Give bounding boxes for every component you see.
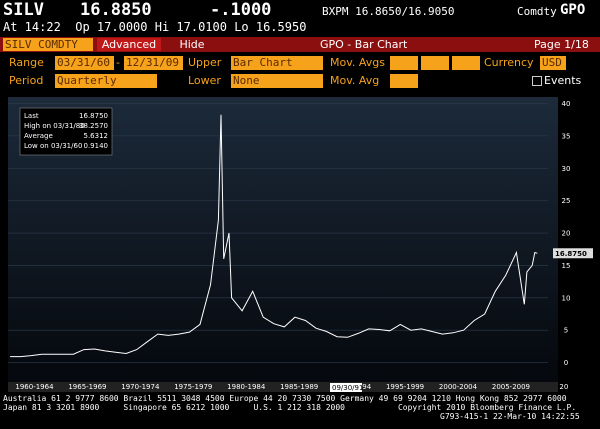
label: Mov. Avg xyxy=(330,74,380,87)
x-tick-label: 1965-1969 xyxy=(68,383,106,391)
y-tick-label: 30 xyxy=(562,165,571,173)
footer: Japan 81 3 3201 8900 Singapore 65 6212 1… xyxy=(3,403,577,412)
price-tag-box xyxy=(553,248,593,259)
label: Period xyxy=(9,74,44,87)
period[interactable]: Quarterly xyxy=(55,74,157,88)
y-tick-label: 20 xyxy=(562,230,571,238)
y-tick-label: 40 xyxy=(562,100,571,108)
legend-value: 38.2570 xyxy=(79,122,108,130)
lower[interactable]: None xyxy=(231,74,323,88)
legend-label: Last xyxy=(24,112,39,120)
legend-label: Low on 03/31/60 xyxy=(24,142,82,150)
chart: 0 5 10 15 20 25 30 35 40 1960-1964 1965-1969 1970-1… xyxy=(8,97,593,392)
x-tick-label: 1960-1964 xyxy=(15,383,54,391)
range-end[interactable]: 12/31/09 xyxy=(124,56,183,70)
toolbar-title: GPO - Bar Chart xyxy=(320,38,408,51)
ticker: SILV xyxy=(3,0,44,20)
x-tick-label: 1995-1999 xyxy=(386,383,424,391)
price-tag: 16.8750 xyxy=(555,250,587,258)
y-tick-label: 10 xyxy=(562,294,571,302)
price: 16.8850 xyxy=(80,0,152,20)
events-checkbox[interactable] xyxy=(532,76,542,86)
y-tick-label: 5 xyxy=(564,327,568,335)
quote-line: At 14:22 Op 17.0000 Hi 17.0100 Lo 16.595… xyxy=(3,20,307,34)
mov-avg-field[interactable] xyxy=(452,56,480,70)
y-tick-label: 15 xyxy=(562,262,571,270)
cursor-box xyxy=(330,383,362,392)
legend-label: Average xyxy=(24,132,53,140)
x-tick-label: 2005-2009 xyxy=(492,383,530,391)
x-tick-label: 1980-1984 xyxy=(227,383,266,391)
y-tick-label: 25 xyxy=(562,197,571,205)
label: Currency xyxy=(484,56,534,69)
footer: G793-415-1 22-Mar-10 14:22:55 xyxy=(440,412,580,421)
source: Comdty xyxy=(517,5,557,18)
y-tick-label: 0 xyxy=(564,359,568,367)
label: - xyxy=(116,56,120,69)
x-tick-label: 2000-2004 xyxy=(439,383,478,391)
upper[interactable]: Bar Chart xyxy=(231,56,323,70)
label: Range xyxy=(9,56,44,69)
label: Mov. Avgs xyxy=(330,56,385,69)
legend-value: 5.6312 xyxy=(84,132,109,140)
legend-value: 16.8750 xyxy=(79,112,108,120)
x-tick-label: 1975-1979 xyxy=(174,383,212,391)
advanced-tab[interactable]: Advanced xyxy=(97,38,161,51)
mov-avg-field[interactable] xyxy=(421,56,449,70)
events-label: Events xyxy=(544,74,582,87)
label: Lower xyxy=(188,74,221,87)
x-tick-label: 20 xyxy=(559,383,568,391)
mov-avg-field[interactable] xyxy=(390,74,418,88)
cursor-label: 09/30/91 xyxy=(332,384,363,392)
x-axis-band xyxy=(8,382,558,392)
change: -.1000 xyxy=(210,0,272,20)
security[interactable]: SILV COMDTY xyxy=(3,38,93,51)
legend-label: High on 03/31/80 xyxy=(24,122,85,130)
footer: Australia 61 2 9777 8600 Brazil 5511 304… xyxy=(3,394,567,403)
mov-avg-field[interactable] xyxy=(390,56,418,70)
range-start[interactable]: 03/31/60 xyxy=(55,56,114,70)
quote: BXPM 16.8650/16.9050 xyxy=(322,5,455,18)
hide-tab[interactable]: Hide xyxy=(179,38,205,51)
legend-box xyxy=(19,107,113,156)
x-tick-label: 1970-1974 xyxy=(121,383,160,391)
x-tick-label: 1985-1989 xyxy=(280,383,318,391)
currency[interactable]: USD xyxy=(540,56,566,70)
page[interactable]: Page 1/18 xyxy=(534,38,589,51)
function: GPO xyxy=(560,2,586,18)
y-tick-label: 35 xyxy=(562,132,571,140)
price-line xyxy=(10,114,538,358)
label: Upper xyxy=(188,56,222,69)
legend-value: 0.9140 xyxy=(84,142,109,150)
